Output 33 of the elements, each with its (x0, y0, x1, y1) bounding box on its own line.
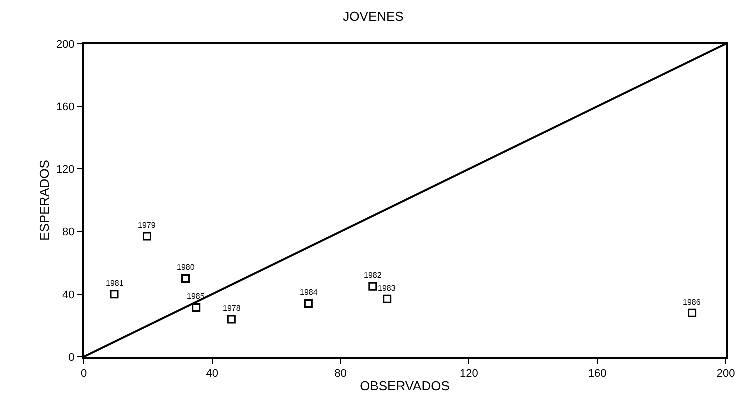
point (182, 274, 190, 283)
annotation: 1982 (364, 271, 382, 280)
point (110, 290, 119, 299)
y-axis-title: ESPERADOS (36, 160, 52, 241)
y-tick-label: 200 (56, 38, 75, 51)
annotation: 1984 (300, 288, 318, 297)
point (227, 315, 236, 324)
annotation: 1978 (223, 304, 242, 313)
point (383, 294, 392, 304)
x-axis-title: OBSERVADOS (360, 378, 450, 394)
point (688, 308, 697, 318)
y-tick-label: 0 (68, 352, 75, 364)
y-tick-label: 120 (56, 164, 75, 176)
x-tick-label: 40 (206, 368, 219, 380)
annotation: 1983 (378, 284, 396, 293)
chart-title: JOVENES (343, 9, 404, 24)
point (192, 303, 201, 312)
y-tick-label: 160 (56, 101, 75, 114)
y-tick-label: 40 (62, 289, 75, 302)
annotation: 1979 (138, 221, 156, 230)
x-tick-label: 160 (588, 368, 607, 380)
annotation: 1980 (177, 263, 196, 272)
point (304, 300, 313, 308)
point (142, 232, 152, 241)
x-tick-label: 200 (716, 368, 736, 380)
x-tick-label: 80 (334, 368, 347, 380)
x-tick-label: 120 (460, 368, 478, 380)
y-tick-label: 80 (62, 226, 75, 239)
annotation: 1985 (187, 292, 206, 301)
annotation: 1981 (106, 279, 124, 288)
annotation: 1986 (683, 298, 702, 307)
point (368, 282, 378, 291)
x-tick-label: 0 (80, 368, 88, 380)
